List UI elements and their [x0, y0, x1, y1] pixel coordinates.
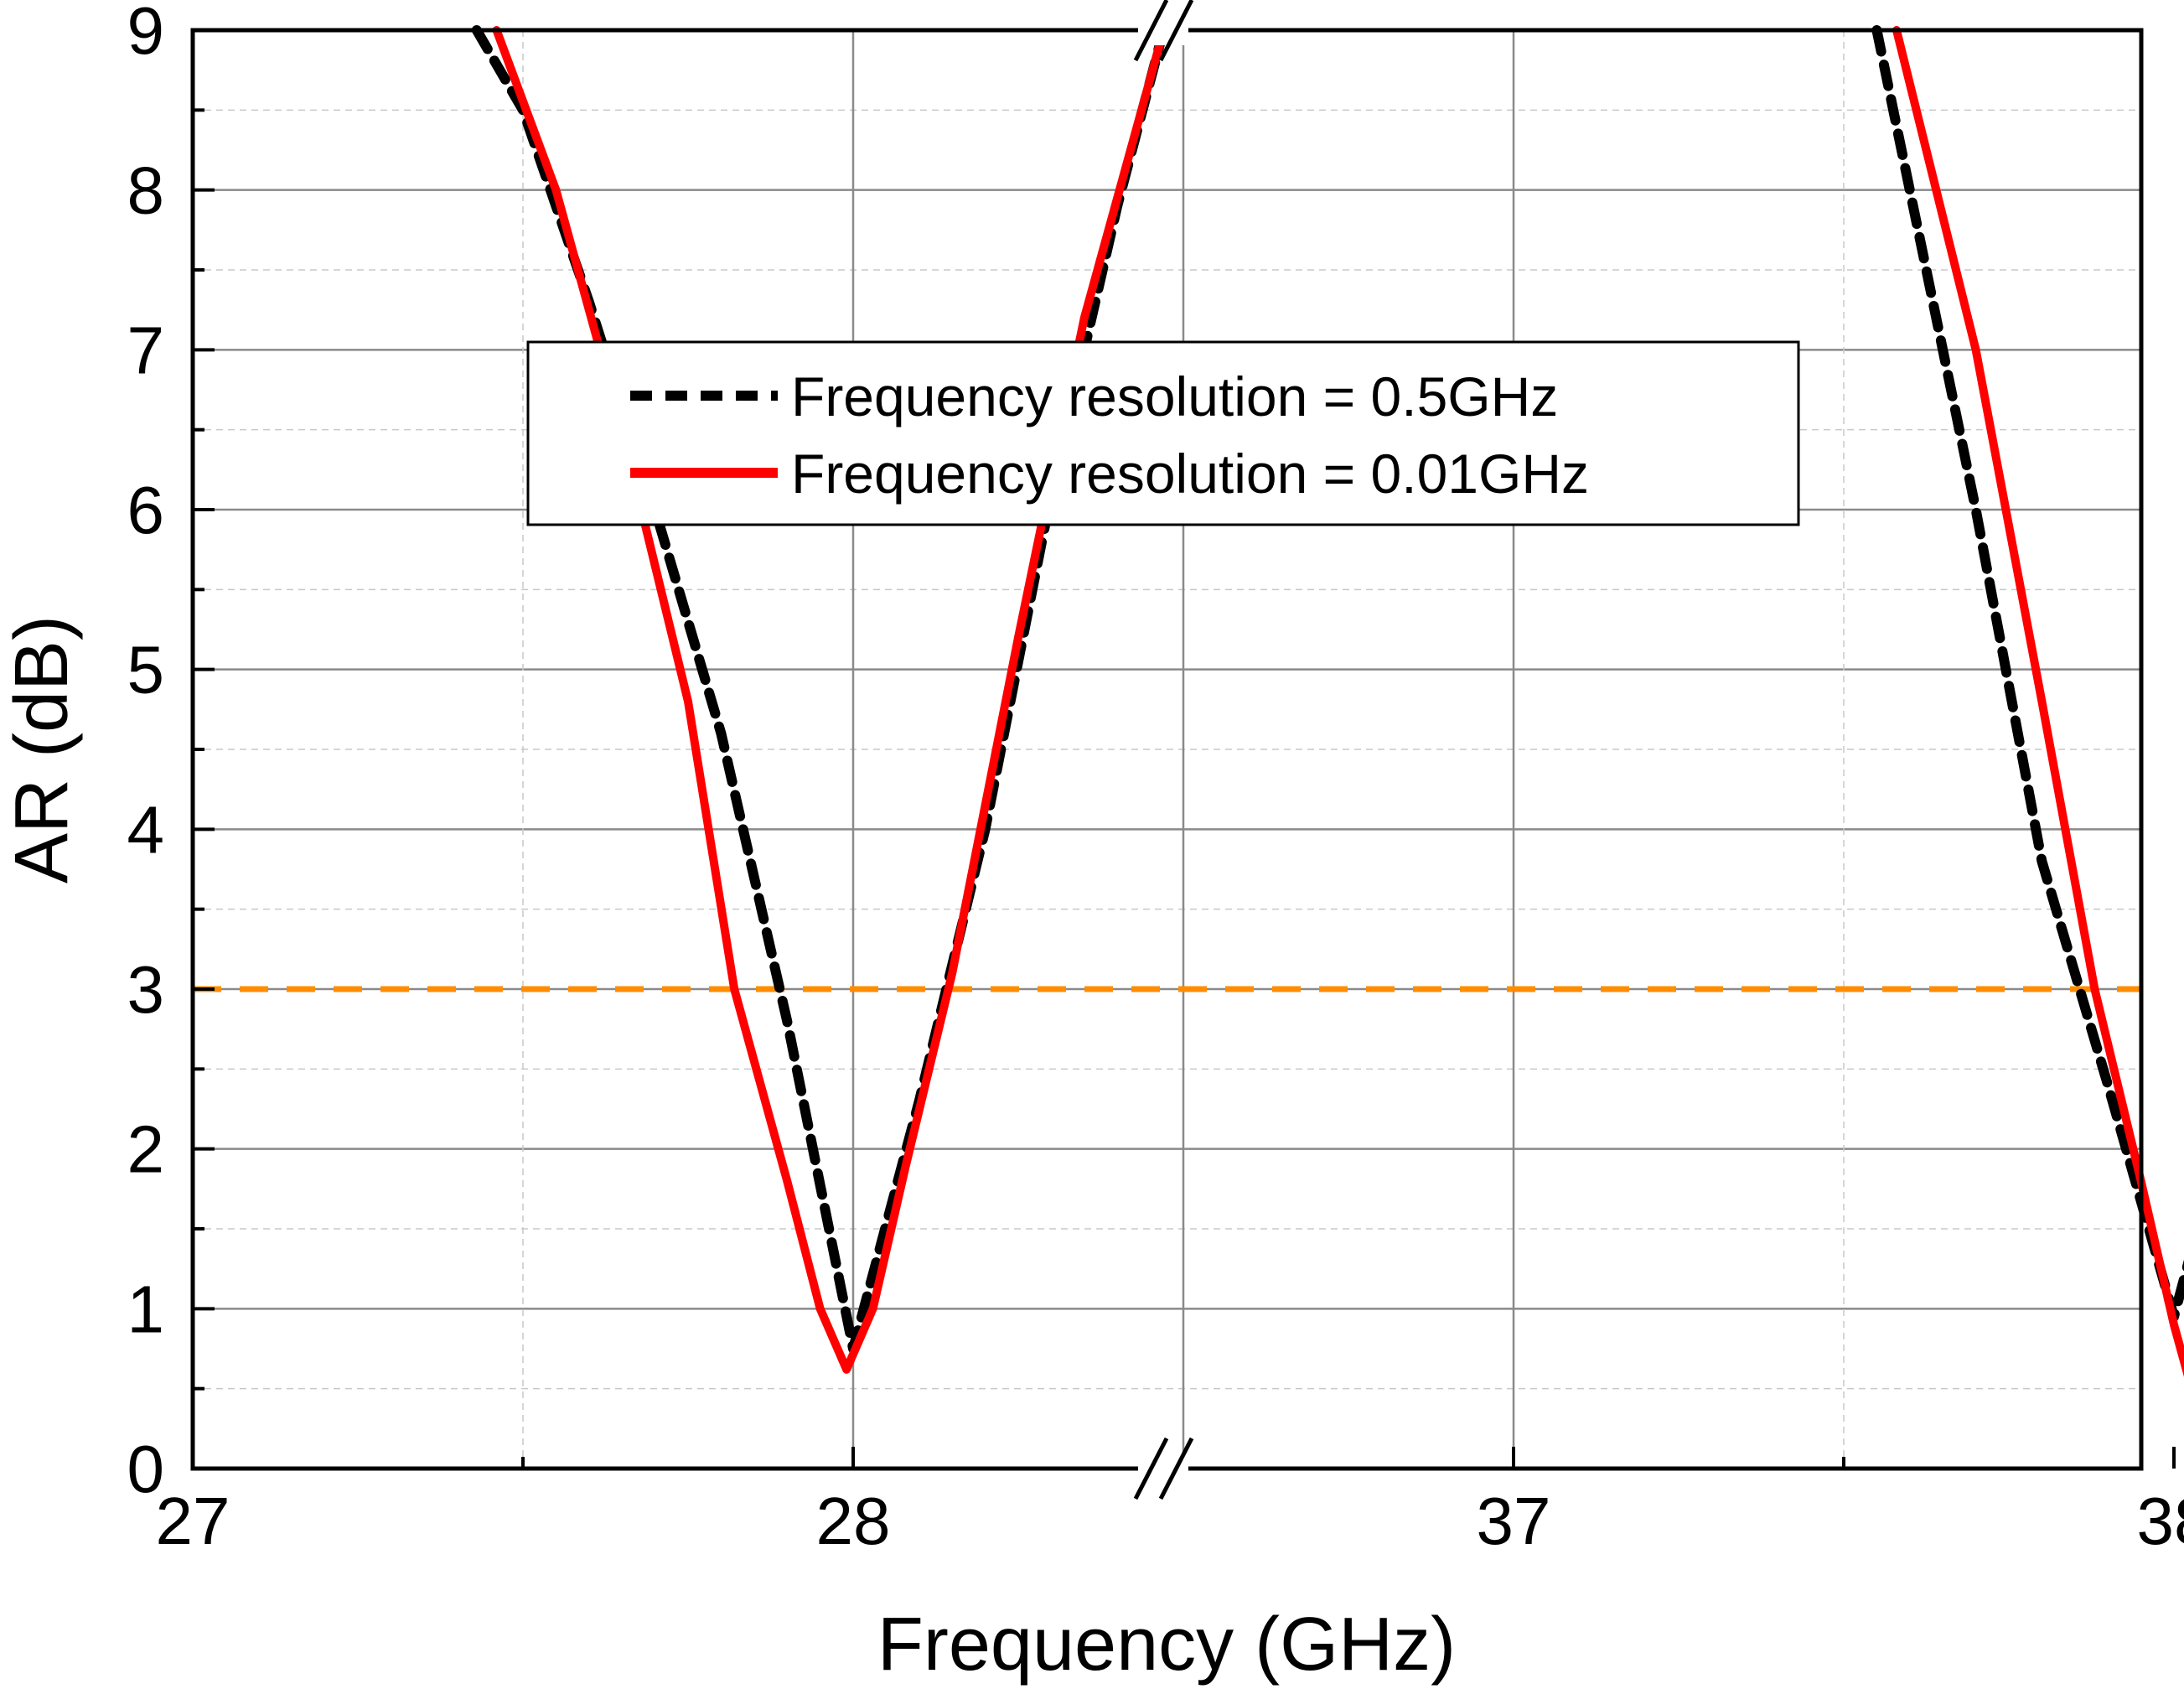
y-tick-label: 6	[127, 473, 165, 547]
y-tick-label: 7	[127, 313, 165, 387]
series-1-segment-1	[1892, 26, 2184, 1377]
y-tick-label: 8	[127, 153, 165, 228]
axis-break-top	[1133, 0, 1194, 62]
legend-box	[526, 340, 1800, 526]
y-tick-labels: 0 1 2 3 4 5 6 7 8 9	[127, 0, 165, 1506]
y-tick-label: 2	[127, 1112, 165, 1187]
x-axis-label: Frequency (GHz)	[877, 1603, 1456, 1686]
y-tick-label: 9	[127, 0, 165, 68]
legend-label-1: Frequency resolution = 0.01GHz	[791, 443, 1589, 505]
x-tick-label: 37	[1477, 1484, 1551, 1558]
legend-label-0: Frequency resolution = 0.5GHz	[791, 365, 1558, 427]
x-tick-labels: 2728373839	[156, 1484, 2184, 1558]
legend: Frequency resolution = 0.5GHz Frequency …	[526, 340, 1800, 526]
y-axis-label: AR (dB)	[0, 615, 84, 883]
x-tick-label: 38	[2137, 1484, 2184, 1558]
y-tick-label: 3	[127, 952, 165, 1027]
axis-break-bottom	[1133, 1437, 1194, 1500]
y-tick-label: 1	[127, 1272, 165, 1346]
y-tick-label: 4	[127, 792, 165, 867]
y-tick-label: 0	[127, 1432, 165, 1506]
y-tick-label: 5	[127, 633, 165, 707]
x-tick-label: 28	[816, 1484, 891, 1558]
x-tick-label: 27	[156, 1484, 230, 1558]
